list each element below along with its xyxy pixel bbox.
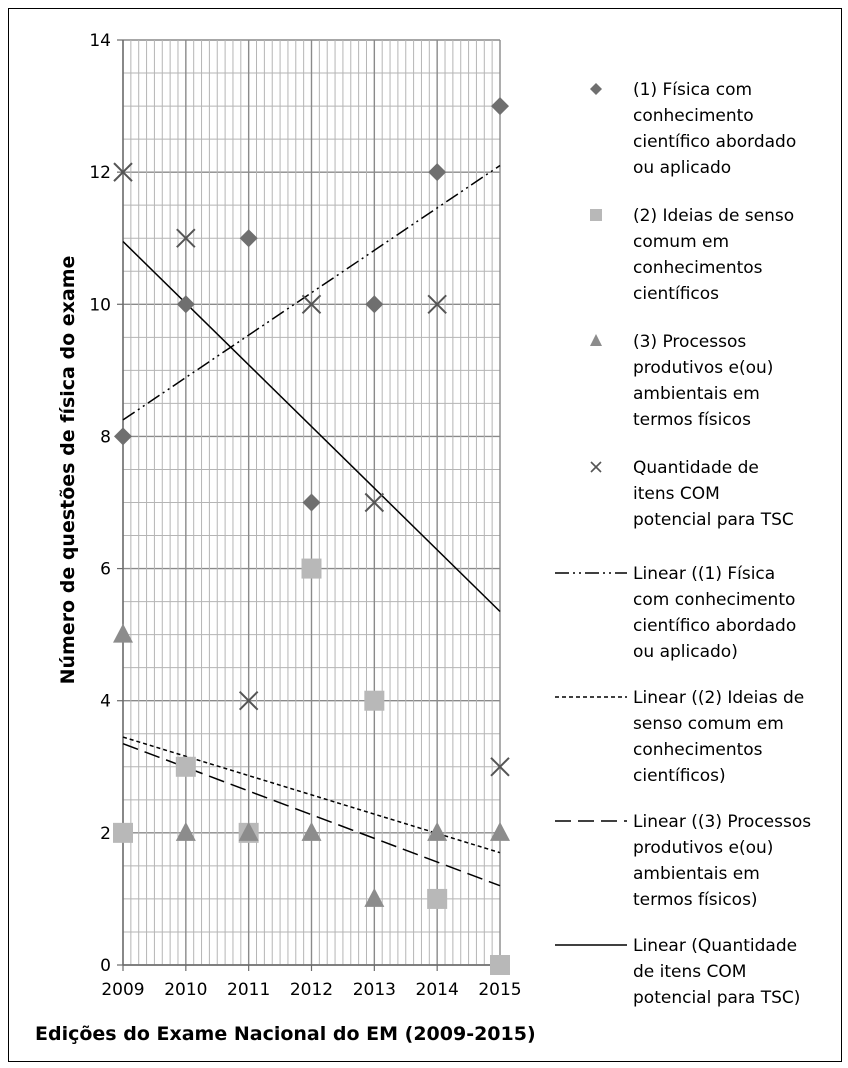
series-2-point [490,955,510,975]
y-tick-label: 4 [100,692,111,712]
y-tick-label: 12 [89,163,111,183]
series-1-point [302,493,321,512]
series-3-point [175,821,196,841]
legend-label-trend-1: científico abordado [633,616,796,636]
x-axis-title: Edições do Exame Nacional do EM (2009-20… [35,1023,536,1045]
legend-label-series-4: itens COM [633,484,720,504]
legend-label-series-2: científicos [633,284,719,304]
series-4-point [176,228,196,248]
legend-label-trend-2: científicos) [633,766,726,786]
x-tick-label: 2012 [290,980,333,1000]
series-3-point [113,623,133,643]
series-4-point [113,162,133,182]
legend-label-series-2: (2) Ideias de senso [633,206,794,226]
y-tick-label: 14 [89,31,111,51]
legend-label-trend-4: Linear (Quantidade [633,936,797,956]
legend-label-series-3: (3) Processos [633,332,746,352]
legend-label-series-2: comum em [633,232,729,252]
x-tick-label: 2011 [227,980,270,1000]
series-1-point [365,295,384,314]
legend-label-series-4: potencial para TSC [633,510,794,530]
x-mark-stroke [238,691,259,711]
legend-marker-series-4 [590,461,602,473]
series-1-point [114,427,132,446]
legend-label-trend-1: ou aplicado) [633,642,738,662]
series-1-point [428,163,447,182]
x-mark-stroke [364,492,385,513]
data-points [113,97,510,975]
series-4-point [364,492,385,513]
legend-label-trend-2: Linear ((2) Ideias de [633,688,804,708]
series-1-point [176,295,195,314]
series-4-point [427,294,447,314]
legend-label-trend-2: senso comum em [633,714,784,734]
legend-label-trend-3: produtivos e(ou) [633,838,773,858]
legend-label-series-1: ou aplicado [633,158,731,178]
legend-label-trend-4: potencial para TSC) [633,988,800,1008]
series-2-point [301,558,322,579]
series-3-point [427,821,448,841]
y-tick-label: 8 [100,427,111,447]
series-2-point [113,822,133,843]
x-mark-stroke [427,294,447,314]
x-mark-stroke [490,757,510,777]
series-3-point [364,887,385,907]
legend-label-trend-3: ambientais em [633,864,760,884]
legend: (1) Física com conhecimento científico abo… [555,80,811,1008]
series-4-point [301,294,322,314]
x-tick-label: 2014 [416,980,459,1000]
series-2-point [427,888,448,909]
legend-label-series-1: científico abordado [633,132,796,152]
trendline-3 [122,742,501,887]
series-4-point [490,757,510,777]
series-1-point [491,97,509,116]
legend-label-series-3: termos físicos [633,410,751,430]
tick-labels: 0 2 4 6 8 10 12 14 2009 2010 2011 2012 2013 2014 2015 [89,31,521,1000]
series-3-point [490,821,510,841]
series-3-point [301,821,322,841]
legend-label-series-2: conhecimentos [633,258,763,278]
series-1-point [239,229,258,248]
trendline-1 [122,164,501,421]
legend-label-series-1: (1) Física com [633,80,752,100]
series-2-point [175,756,196,777]
legend-label-trend-1: com conhecimento [633,590,795,610]
x-tick-label: 2010 [164,980,207,1000]
x-mark-stroke [590,461,602,473]
legend-label-trend-3: termos físicos) [633,890,758,910]
x-tick-label: 2009 [101,980,144,1000]
legend-marker-series-2 [590,209,602,221]
legend-label-series-1: conhecimento [633,106,754,126]
trendline-2 [122,736,501,854]
x-mark-stroke [176,228,196,248]
x-mark-stroke [301,294,322,314]
legend-marker-series-3 [590,334,602,346]
y-tick-label: 6 [100,560,111,580]
legend-marker-series-1 [590,83,602,95]
x-mark-stroke [113,162,133,182]
legend-label-trend-2: conhecimentos [633,740,763,760]
y-tick-label: 0 [100,956,111,976]
legend-label-series-4: Quantidade de [633,458,759,478]
series-2-point [364,690,385,711]
y-axis-title: Número de questões de física do exame [57,256,79,685]
y-tick-label: 10 [89,295,111,315]
y-tick-label: 2 [100,824,111,844]
legend-label-trend-1: Linear ((1) Física [633,564,775,584]
legend-label-series-3: ambientais em [633,384,760,404]
legend-label-series-3: produtivos e(ou) [633,358,773,378]
legend-label-trend-3: Linear ((3) Processos [633,812,811,832]
legend-label-trend-4: de itens COM [633,962,746,982]
x-tick-label: 2013 [353,980,396,1000]
x-tick-label: 2015 [478,980,521,1000]
series-4-point [238,691,259,711]
series-3-point [238,821,259,841]
axes [117,39,501,971]
